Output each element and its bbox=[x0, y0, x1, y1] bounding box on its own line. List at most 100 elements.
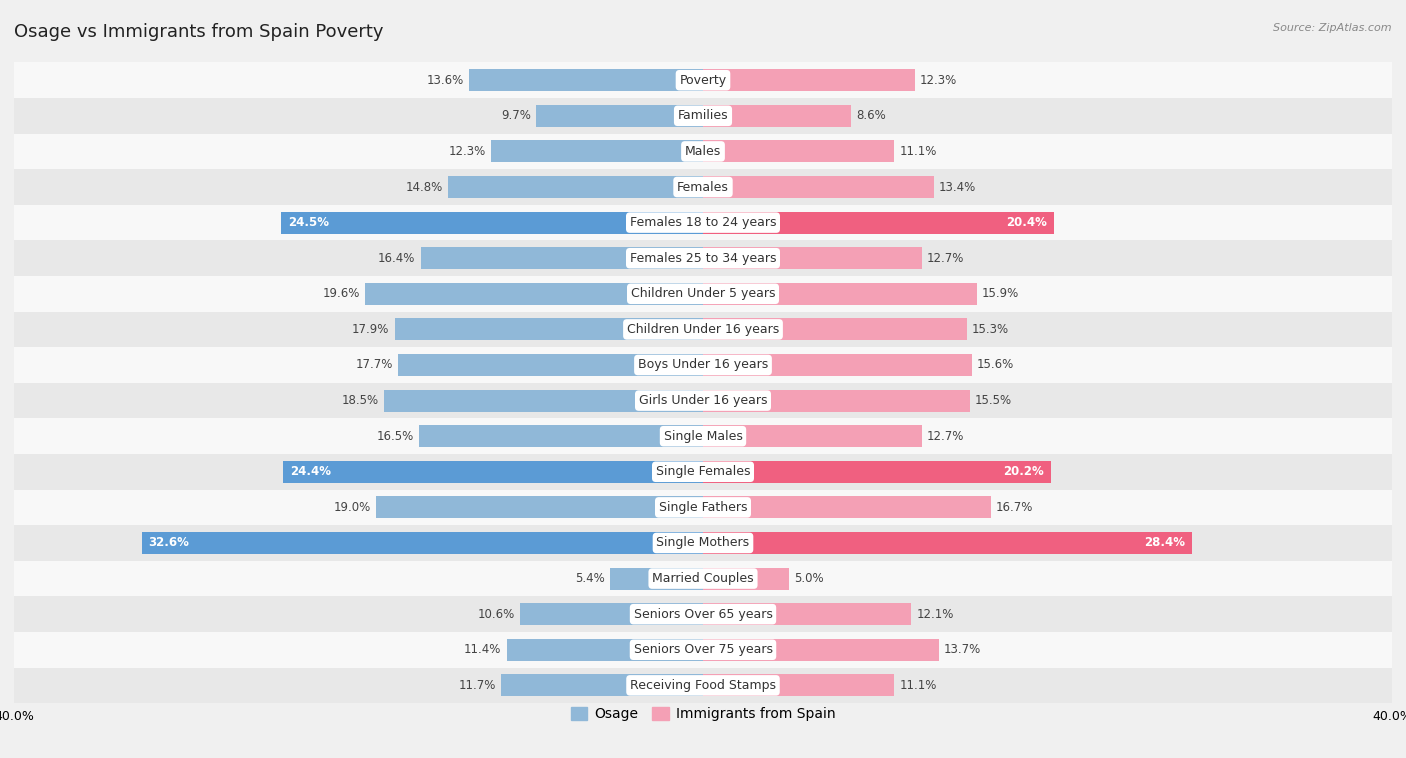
Bar bbox=[536, 105, 703, 127]
Text: 15.3%: 15.3% bbox=[972, 323, 1010, 336]
Text: 5.0%: 5.0% bbox=[794, 572, 824, 585]
Bar bbox=[520, 603, 703, 625]
Bar bbox=[703, 390, 970, 412]
Bar bbox=[420, 247, 703, 269]
Text: Females 25 to 34 years: Females 25 to 34 years bbox=[630, 252, 776, 265]
Bar bbox=[610, 568, 703, 590]
Bar bbox=[468, 69, 703, 91]
Bar bbox=[14, 169, 1392, 205]
Bar bbox=[14, 62, 1392, 98]
Text: 16.4%: 16.4% bbox=[378, 252, 415, 265]
Text: 9.7%: 9.7% bbox=[501, 109, 531, 122]
Bar bbox=[14, 98, 1392, 133]
Text: Poverty: Poverty bbox=[679, 74, 727, 86]
Text: 32.6%: 32.6% bbox=[149, 537, 190, 550]
Text: Single Mothers: Single Mothers bbox=[657, 537, 749, 550]
Text: Children Under 16 years: Children Under 16 years bbox=[627, 323, 779, 336]
Text: 17.7%: 17.7% bbox=[356, 359, 392, 371]
Text: 5.4%: 5.4% bbox=[575, 572, 605, 585]
Bar bbox=[398, 354, 703, 376]
Text: Girls Under 16 years: Girls Under 16 years bbox=[638, 394, 768, 407]
Bar bbox=[491, 140, 703, 162]
Bar bbox=[14, 276, 1392, 312]
Text: 24.5%: 24.5% bbox=[288, 216, 329, 229]
Text: 15.9%: 15.9% bbox=[981, 287, 1019, 300]
Text: Source: ZipAtlas.com: Source: ZipAtlas.com bbox=[1274, 23, 1392, 33]
Text: Seniors Over 75 years: Seniors Over 75 years bbox=[634, 644, 772, 656]
Bar bbox=[703, 105, 851, 127]
Bar bbox=[395, 318, 703, 340]
Text: 12.3%: 12.3% bbox=[449, 145, 486, 158]
Text: Males: Males bbox=[685, 145, 721, 158]
Text: 12.1%: 12.1% bbox=[917, 608, 953, 621]
Bar bbox=[703, 425, 922, 447]
Text: 8.6%: 8.6% bbox=[856, 109, 886, 122]
Bar bbox=[703, 354, 972, 376]
Text: Females 18 to 24 years: Females 18 to 24 years bbox=[630, 216, 776, 229]
Bar bbox=[703, 69, 915, 91]
Text: 19.0%: 19.0% bbox=[333, 501, 371, 514]
Text: Females: Females bbox=[678, 180, 728, 193]
Text: 11.1%: 11.1% bbox=[900, 145, 936, 158]
Bar bbox=[14, 561, 1392, 597]
Bar bbox=[703, 496, 991, 518]
Bar bbox=[14, 525, 1392, 561]
Bar bbox=[14, 205, 1392, 240]
Text: 16.5%: 16.5% bbox=[377, 430, 413, 443]
Text: Families: Families bbox=[678, 109, 728, 122]
Legend: Osage, Immigrants from Spain: Osage, Immigrants from Spain bbox=[565, 702, 841, 727]
Bar bbox=[703, 318, 966, 340]
Bar bbox=[14, 383, 1392, 418]
Bar bbox=[14, 454, 1392, 490]
Bar bbox=[703, 532, 1192, 554]
Bar bbox=[703, 247, 922, 269]
Text: 11.4%: 11.4% bbox=[464, 644, 502, 656]
Text: 14.8%: 14.8% bbox=[406, 180, 443, 193]
Bar bbox=[506, 639, 703, 661]
Bar bbox=[14, 597, 1392, 632]
Text: Osage vs Immigrants from Spain Poverty: Osage vs Immigrants from Spain Poverty bbox=[14, 23, 384, 41]
Bar bbox=[283, 461, 703, 483]
Text: Receiving Food Stamps: Receiving Food Stamps bbox=[630, 679, 776, 692]
Text: 15.6%: 15.6% bbox=[977, 359, 1014, 371]
Bar bbox=[449, 176, 703, 198]
Bar bbox=[14, 133, 1392, 169]
Bar bbox=[419, 425, 703, 447]
Text: Seniors Over 65 years: Seniors Over 65 years bbox=[634, 608, 772, 621]
Bar bbox=[703, 211, 1054, 233]
Bar bbox=[14, 632, 1392, 668]
Text: Boys Under 16 years: Boys Under 16 years bbox=[638, 359, 768, 371]
Bar bbox=[366, 283, 703, 305]
Bar bbox=[375, 496, 703, 518]
Bar bbox=[14, 668, 1392, 703]
Text: Children Under 5 years: Children Under 5 years bbox=[631, 287, 775, 300]
Text: 20.4%: 20.4% bbox=[1007, 216, 1047, 229]
Text: 12.3%: 12.3% bbox=[920, 74, 957, 86]
Bar bbox=[703, 140, 894, 162]
Text: 18.5%: 18.5% bbox=[342, 394, 380, 407]
Bar bbox=[384, 390, 703, 412]
Text: 17.9%: 17.9% bbox=[352, 323, 389, 336]
Text: 12.7%: 12.7% bbox=[927, 430, 965, 443]
Text: 12.7%: 12.7% bbox=[927, 252, 965, 265]
Text: Single Males: Single Males bbox=[664, 430, 742, 443]
Text: 16.7%: 16.7% bbox=[995, 501, 1033, 514]
Bar bbox=[14, 490, 1392, 525]
Bar bbox=[703, 283, 977, 305]
Text: 13.6%: 13.6% bbox=[426, 74, 464, 86]
Text: 28.4%: 28.4% bbox=[1144, 537, 1185, 550]
Bar bbox=[703, 568, 789, 590]
Text: Single Fathers: Single Fathers bbox=[659, 501, 747, 514]
Text: 15.5%: 15.5% bbox=[976, 394, 1012, 407]
Bar bbox=[14, 240, 1392, 276]
Bar bbox=[703, 176, 934, 198]
Text: 24.4%: 24.4% bbox=[290, 465, 330, 478]
Bar bbox=[14, 418, 1392, 454]
Text: Single Females: Single Females bbox=[655, 465, 751, 478]
Bar bbox=[281, 211, 703, 233]
Bar bbox=[703, 639, 939, 661]
Bar bbox=[703, 675, 894, 697]
Text: 13.7%: 13.7% bbox=[945, 644, 981, 656]
Bar bbox=[142, 532, 703, 554]
Text: Married Couples: Married Couples bbox=[652, 572, 754, 585]
